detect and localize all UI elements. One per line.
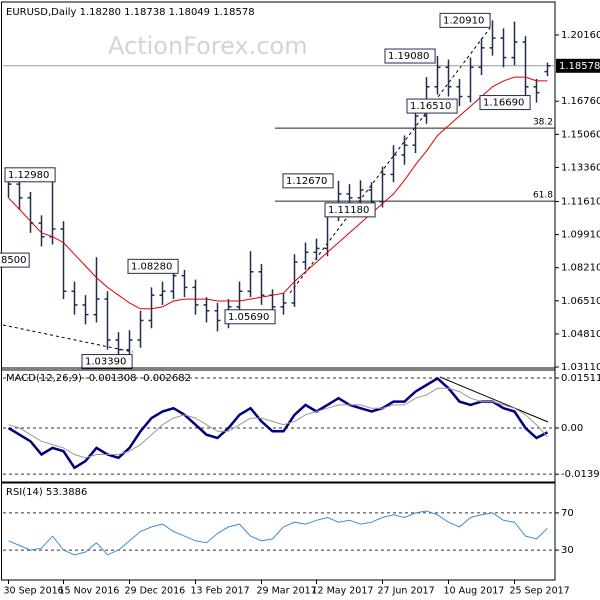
annotation-box — [4, 167, 56, 183]
annotation-box — [224, 309, 276, 325]
annotation-label: 1.12980 — [8, 170, 49, 181]
trend-line — [2, 324, 134, 353]
y-tick-label: 1.13360 — [561, 162, 600, 173]
y-tick-label: 1.15060 — [561, 129, 600, 140]
x-tick-label: 15 Nov 2016 — [59, 586, 120, 597]
annotation-label: 1.16510 — [410, 101, 451, 112]
annotation-label: 1.16690 — [483, 98, 524, 109]
y-tick-label: 1.09910 — [561, 230, 600, 241]
annotation-label: 1.05690 — [228, 312, 269, 323]
annotation-box — [406, 98, 458, 114]
annotation-label: 1.03390 — [85, 357, 126, 368]
rsi-line — [8, 510, 548, 556]
annotation-box — [282, 173, 334, 189]
annotation-box — [384, 48, 436, 64]
annotation-box — [127, 258, 179, 274]
x-tick-label: 25 Sep 2017 — [510, 586, 570, 597]
moving-average — [8, 76, 548, 310]
panel-border — [1, 1, 556, 371]
annotation-box — [479, 95, 531, 111]
x-tick-label: 10 Aug 2017 — [444, 586, 505, 597]
macd-line — [8, 387, 548, 459]
x-tick-label: 13 Feb 2017 — [191, 586, 250, 597]
x-tick-label: 30 Sep 2016 — [4, 586, 64, 597]
y-tick-label: 1.04810 — [561, 329, 600, 340]
last-price-box — [556, 58, 600, 73]
macd-line — [7, 376, 549, 470]
y-tick-label: 1.08210 — [561, 263, 600, 274]
y-tick-label: 1.16760 — [561, 96, 600, 107]
annotation-label: 1.11180 — [328, 205, 369, 216]
trend-line — [289, 27, 491, 294]
y-tick-label: 30 — [561, 545, 574, 556]
annotation-box — [81, 354, 133, 370]
y-tick-label: 1.11610 — [561, 196, 600, 207]
x-tick-label: 29 Dec 2016 — [125, 586, 186, 597]
annotation-box — [324, 202, 376, 218]
annotation-label: 1.19080 — [388, 51, 429, 62]
trend-line — [439, 376, 549, 423]
y-tick-label: 0.01511 — [561, 373, 600, 384]
annotation-label: 1.20910 — [443, 15, 484, 26]
watermark: ActionForex.com — [108, 32, 308, 60]
y-tick-label: 70 — [561, 508, 574, 519]
annotation-box — [0, 252, 30, 268]
annotation-label: 1.08280 — [131, 261, 172, 272]
panel-border — [1, 481, 556, 581]
x-tick-label: 29 Mar 2017 — [257, 586, 317, 597]
annotation-label: 1.12670 — [286, 176, 327, 187]
y-tick-label: 1.20160 — [561, 30, 600, 41]
panel-title: RSI(14) 53.3886 — [6, 487, 87, 498]
y-tick-label: -0.013938 — [561, 469, 600, 480]
y-tick-label: 1.06510 — [561, 296, 600, 307]
panel-border — [1, 367, 556, 484]
x-tick-label: 12 May 2017 — [312, 586, 374, 597]
fib-label: 61.8 — [533, 191, 553, 201]
panel-title: EURUSD,Daily 1.18280 1.18738 1.18049 1.1… — [6, 7, 255, 18]
annotation-label: 8500 — [1, 255, 26, 266]
x-tick-label: 27 Jun 2017 — [378, 586, 435, 597]
panel-title: MACD(12,26,9) -0.001308 -0.002682 — [6, 373, 191, 384]
y-tick-label: 1.03110 — [561, 362, 600, 373]
fib-label: 38.2 — [533, 118, 553, 128]
y-tick-label: 0.00 — [561, 423, 583, 434]
annotation-box — [439, 12, 491, 28]
last-price-label: 1.18578 — [559, 61, 600, 72]
